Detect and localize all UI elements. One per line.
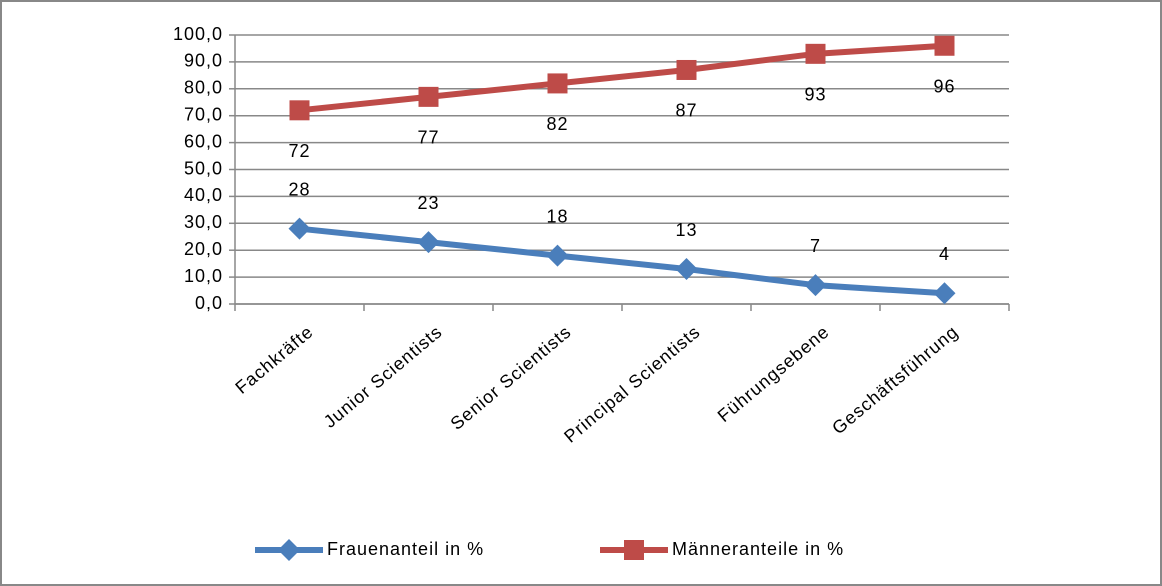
data-label: 4 — [939, 244, 950, 264]
y-tick-label: 100,0 — [173, 24, 223, 44]
y-tick-label: 50,0 — [184, 158, 223, 178]
y-tick-label: 40,0 — [184, 185, 223, 205]
data-point — [933, 282, 956, 305]
data-point — [934, 35, 955, 56]
y-tick-label: 80,0 — [184, 78, 223, 98]
y-tick-label: 10,0 — [184, 266, 223, 286]
data-point — [417, 231, 440, 254]
data-label: 87 — [675, 101, 697, 121]
data-point — [676, 59, 697, 80]
data-label: 72 — [288, 141, 310, 161]
y-tick-label: 20,0 — [184, 239, 223, 259]
legend-label: Männeranteile in % — [672, 539, 844, 559]
data-point — [289, 100, 310, 121]
y-tick-label: 60,0 — [184, 131, 223, 151]
y-tick-label: 90,0 — [184, 51, 223, 71]
data-label: 77 — [417, 128, 439, 148]
legend-marker — [278, 539, 300, 561]
legend-marker — [624, 540, 644, 560]
data-label: 96 — [933, 77, 955, 97]
data-point — [546, 244, 569, 267]
series-line — [299, 42, 945, 114]
y-tick-label: 0,0 — [195, 293, 223, 313]
data-label: 13 — [675, 220, 697, 240]
data-point — [804, 274, 827, 297]
series-line — [299, 225, 945, 297]
data-label: 28 — [288, 179, 310, 199]
data-label: 7 — [810, 236, 821, 256]
data-point — [418, 86, 439, 107]
y-tick-label: 30,0 — [184, 212, 223, 232]
y-tick-label: 70,0 — [184, 104, 223, 124]
data-label: 18 — [546, 206, 568, 226]
data-point — [288, 217, 311, 240]
data-point — [675, 258, 698, 281]
data-point — [805, 43, 826, 64]
data-label: 23 — [417, 193, 439, 213]
legend-label: Frauenanteil in % — [327, 539, 484, 559]
data-label: 93 — [804, 85, 826, 105]
data-point — [547, 73, 568, 94]
data-label: 82 — [546, 114, 568, 134]
